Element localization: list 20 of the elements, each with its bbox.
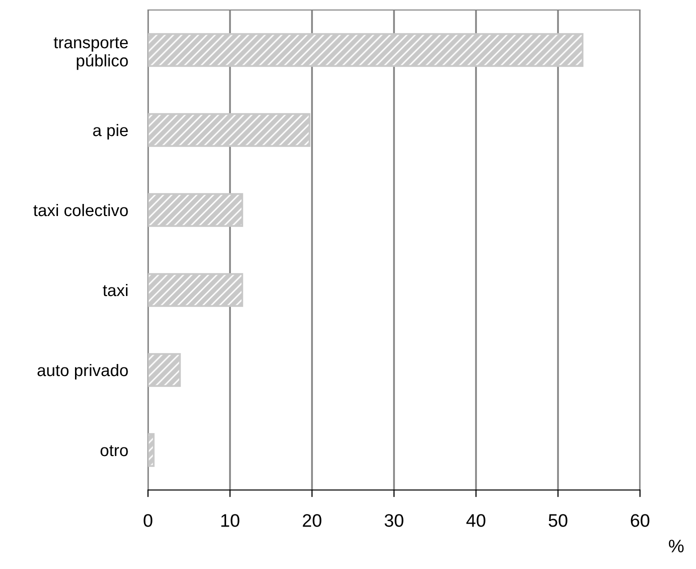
x-tick-label: 20 (302, 514, 322, 527)
bar (148, 113, 310, 147)
x-tick-label: 0 (144, 514, 152, 527)
x-tick-label: 40 (466, 514, 486, 527)
y-tick-label: auto privado (38, 364, 128, 380)
x-axis-title: % (668, 540, 684, 552)
x-tick-label: 30 (384, 514, 404, 527)
bar (148, 433, 155, 467)
y-tick-label: taxi colectivo (33, 204, 128, 216)
x-tick-label: 60 (630, 514, 650, 527)
y-tick-label: otro (100, 445, 128, 456)
x-tick-label: 10 (221, 514, 240, 527)
bar (148, 273, 244, 307)
bar (148, 353, 181, 387)
bar (148, 33, 584, 67)
y-tick-label: transporte público (54, 37, 128, 70)
y-tick-label: a pie (93, 124, 128, 140)
bar (148, 193, 244, 227)
x-tick-label: 50 (548, 514, 568, 527)
y-tick-label: taxi (102, 284, 128, 296)
